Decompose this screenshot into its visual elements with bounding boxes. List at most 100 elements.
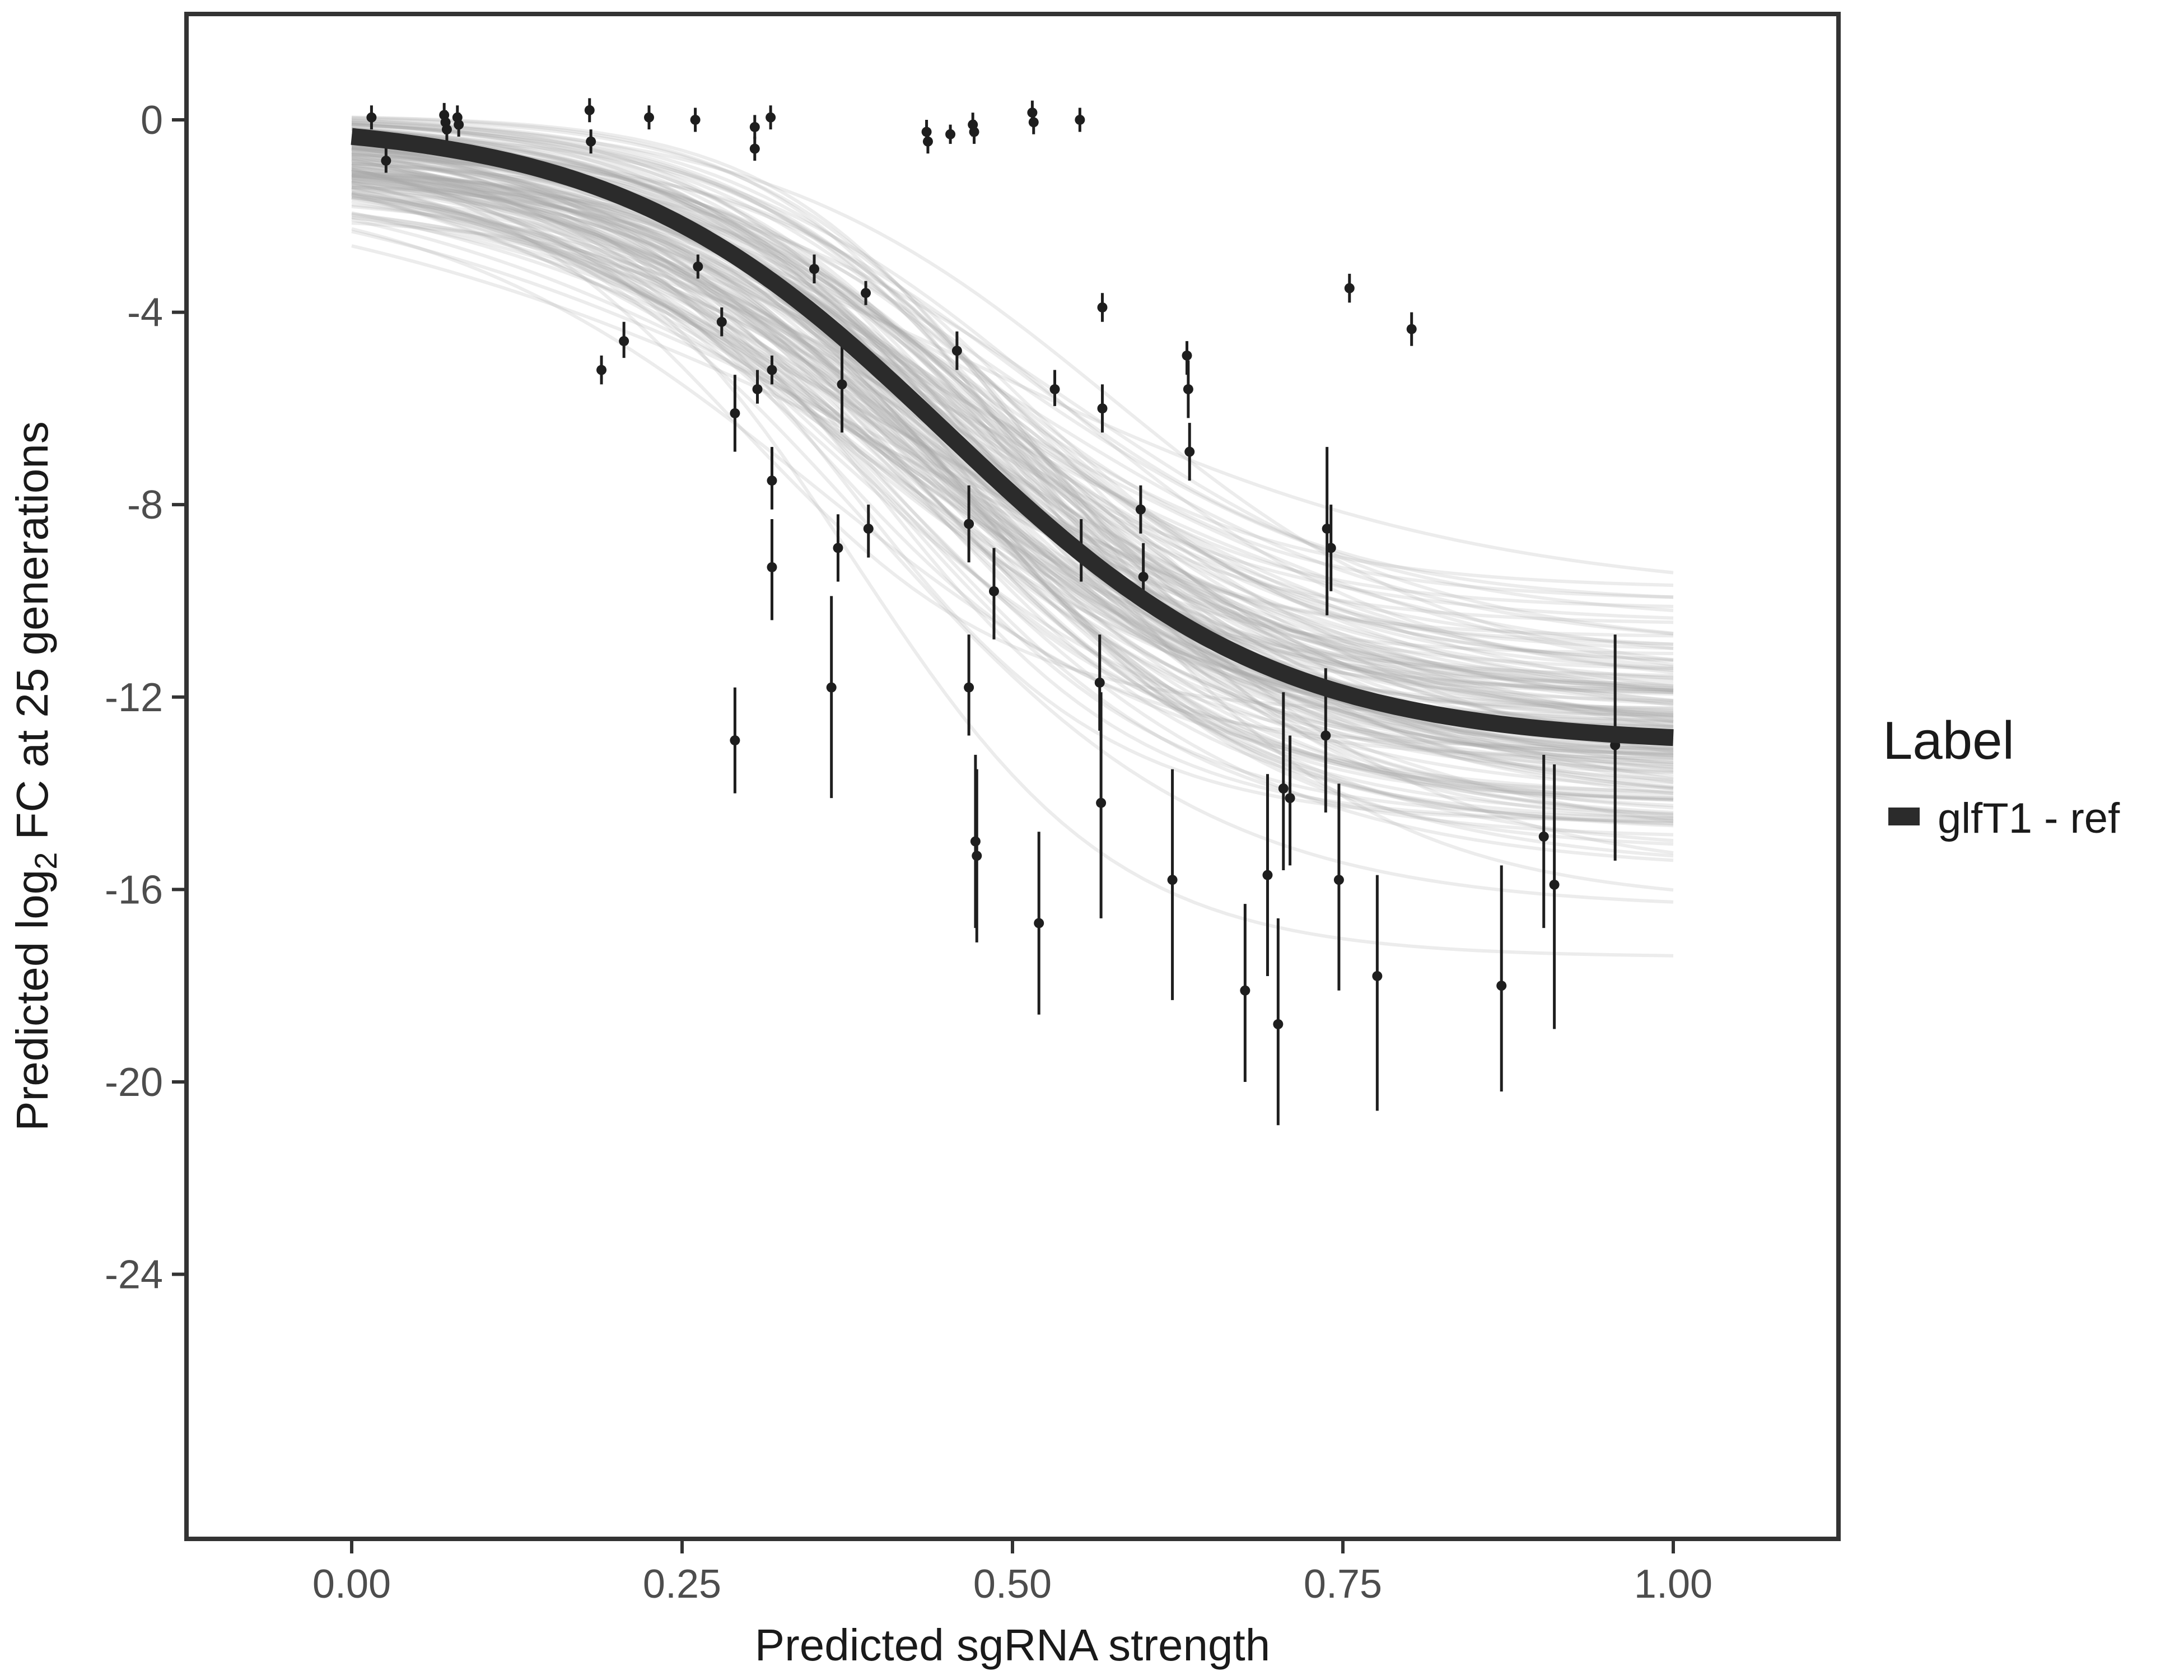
y-axis-title-subscript: 2 bbox=[28, 852, 63, 870]
data-point bbox=[1322, 447, 1332, 615]
data-point bbox=[861, 281, 871, 305]
posterior-draw-line bbox=[351, 166, 1674, 702]
point-marker bbox=[1285, 793, 1295, 804]
posterior-draw-line bbox=[351, 121, 1674, 752]
posterior-draw-line bbox=[351, 151, 1674, 757]
x-tick-label: 0.25 bbox=[643, 1562, 721, 1607]
data-point bbox=[1135, 485, 1146, 534]
data-point bbox=[1028, 110, 1039, 134]
legend: Label glfT1 - ref bbox=[1883, 711, 2120, 842]
posterior-draw-line bbox=[351, 174, 1674, 755]
posterior-draw-line bbox=[351, 115, 1674, 692]
posterior-draw-line bbox=[351, 203, 1674, 837]
y-tick-label: -4 bbox=[127, 291, 163, 335]
point-marker bbox=[964, 682, 974, 693]
posterior-draw-line bbox=[351, 199, 1674, 772]
posterior-draw-line bbox=[351, 165, 1674, 797]
y-axis-title-prefix: Predicted log bbox=[7, 870, 57, 1131]
data-point bbox=[730, 375, 740, 452]
data-point bbox=[1333, 783, 1344, 991]
point-marker bbox=[969, 127, 979, 137]
posterior-draw-line bbox=[351, 154, 1674, 843]
point-marker bbox=[1538, 831, 1549, 842]
point-marker bbox=[767, 562, 777, 572]
point-marker bbox=[833, 543, 843, 553]
posterior-draw-line bbox=[351, 181, 1674, 958]
data-point bbox=[1184, 423, 1195, 481]
data-point bbox=[767, 519, 777, 620]
posterior-draw-line bbox=[351, 180, 1674, 823]
posterior-draw-line bbox=[351, 142, 1674, 714]
posterior-draw-line bbox=[351, 176, 1674, 828]
point-marker bbox=[1097, 403, 1108, 414]
posterior-draw-line bbox=[351, 164, 1674, 762]
posterior-draw-line bbox=[351, 153, 1674, 790]
posterior-draw-line bbox=[351, 173, 1674, 608]
y-tick-label: -12 bbox=[105, 675, 163, 720]
posterior-draw-line bbox=[351, 190, 1674, 785]
posterior-draw-line bbox=[351, 213, 1674, 650]
posterior-draw-line bbox=[351, 188, 1674, 794]
point-marker bbox=[749, 122, 760, 132]
posterior-draw-line bbox=[351, 212, 1674, 703]
point-marker bbox=[767, 365, 777, 375]
data-point bbox=[1549, 764, 1560, 1029]
plot-panel bbox=[184, 12, 1841, 1541]
data-point bbox=[1538, 754, 1549, 928]
point-marker bbox=[767, 475, 777, 486]
point-marker bbox=[1075, 114, 1085, 125]
data-point bbox=[945, 124, 956, 144]
posterior-draw-line bbox=[351, 158, 1674, 720]
posterior-draw-line bbox=[351, 167, 1674, 814]
data-point bbox=[693, 254, 703, 279]
point-marker bbox=[951, 346, 962, 356]
posterior-draw-line bbox=[351, 172, 1674, 720]
posterior-draw-line bbox=[351, 171, 1674, 713]
x-axis-title: Predicted sgRNA strength bbox=[755, 1620, 1270, 1670]
posterior-draw-line bbox=[351, 142, 1674, 752]
x-tick-label: 0.75 bbox=[1304, 1562, 1382, 1607]
data-point bbox=[441, 117, 452, 142]
point-marker bbox=[1240, 985, 1250, 996]
posterior-draw-line bbox=[351, 215, 1674, 717]
x-tick-label: 1.00 bbox=[1634, 1562, 1712, 1607]
point-marker bbox=[1138, 572, 1149, 582]
point-marker bbox=[1549, 879, 1560, 890]
posterior-draw-line bbox=[351, 134, 1674, 736]
posterior-draw-line bbox=[351, 147, 1674, 723]
posterior-draw-line bbox=[351, 173, 1674, 823]
posterior-draw-line bbox=[351, 172, 1674, 754]
point-marker bbox=[730, 408, 740, 418]
y-tick-label: -20 bbox=[105, 1060, 163, 1105]
point-marker bbox=[690, 114, 701, 125]
posterior-draw-line bbox=[351, 165, 1674, 688]
posterior-draw-line bbox=[351, 127, 1674, 782]
data-point bbox=[969, 119, 979, 144]
data-point bbox=[1496, 865, 1507, 1092]
data-point bbox=[833, 514, 843, 582]
legend-label-glft1-ref: glfT1 - ref bbox=[1938, 795, 2120, 842]
point-marker bbox=[1273, 1019, 1284, 1029]
point-marker bbox=[863, 524, 874, 534]
data-point bbox=[1344, 273, 1355, 303]
posterior-draw-line bbox=[351, 167, 1674, 766]
data-point bbox=[1097, 293, 1108, 322]
point-marker bbox=[945, 129, 956, 139]
point-marker bbox=[1049, 384, 1060, 395]
point-marker bbox=[619, 336, 629, 347]
posterior-draw-line bbox=[351, 179, 1674, 826]
posterior-draw-line bbox=[351, 179, 1674, 769]
point-marker bbox=[1333, 875, 1344, 885]
point-marker bbox=[1262, 870, 1273, 880]
data-point bbox=[752, 370, 763, 404]
point-marker bbox=[1184, 446, 1195, 457]
data-point bbox=[366, 105, 377, 130]
posterior-draw-line bbox=[351, 128, 1674, 738]
point-marker bbox=[1094, 677, 1105, 688]
posterior-draw-line bbox=[351, 185, 1674, 752]
data-point bbox=[1372, 875, 1383, 1111]
data-point bbox=[964, 485, 974, 563]
point-marker bbox=[454, 119, 464, 130]
point-marker bbox=[1034, 918, 1044, 928]
